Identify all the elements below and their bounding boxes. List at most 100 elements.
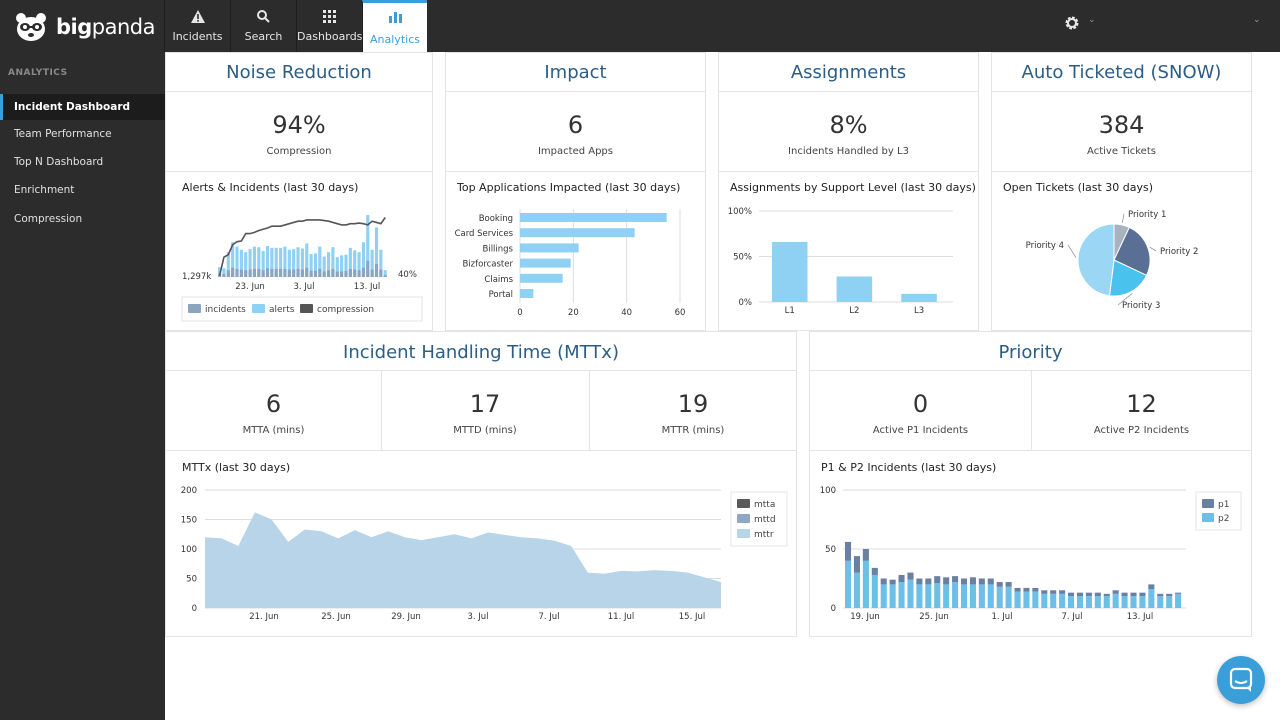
p2-bar xyxy=(1076,596,1084,608)
active-tickets-kpi: 384 xyxy=(1098,111,1145,139)
alerts-bar xyxy=(331,247,335,277)
alerts-bar xyxy=(374,227,379,277)
y-tick-label: 0 xyxy=(192,604,197,614)
panel-title: Priority xyxy=(998,342,1063,363)
sidebar-item-enrichment[interactable]: Enrichment xyxy=(14,184,75,196)
logo[interactable]: bigpanda xyxy=(14,10,155,44)
incidents-bar xyxy=(326,270,331,277)
p1-bar xyxy=(1032,587,1039,592)
pie-leader-line xyxy=(1121,213,1125,223)
x-tick-label: 20 xyxy=(568,308,579,318)
pie-leader-line xyxy=(1067,244,1077,258)
chevron-down-icon[interactable]: ⌄ xyxy=(1088,15,1096,25)
x-tick-label: 23. Jun xyxy=(235,282,265,292)
open-tickets-pie-chart: Priority 1 Priority 2 Priority 3 Priority 4 xyxy=(1026,210,1199,311)
legend-swatch xyxy=(737,514,750,523)
p2-bar xyxy=(1103,596,1110,608)
incidents-bar xyxy=(370,269,374,277)
tab-search[interactable]: Search xyxy=(230,0,296,52)
alerts-bar xyxy=(318,246,322,277)
incidents-bar xyxy=(374,263,379,277)
p1-bar xyxy=(1068,592,1075,597)
p1-bar xyxy=(925,578,932,585)
p2-bar xyxy=(1050,593,1057,608)
category-label: Billings xyxy=(483,244,514,254)
p1-bar xyxy=(853,556,860,573)
panel-title: Noise Reduction xyxy=(226,62,372,83)
p2-kpi-label: Active P2 Incidents xyxy=(1093,425,1190,436)
pie-label: Priority 3 xyxy=(1122,301,1160,311)
alerts-bar xyxy=(370,249,374,277)
p1-bar xyxy=(1076,592,1084,597)
app-bar xyxy=(520,289,534,298)
alerts-bar xyxy=(274,247,278,277)
p2-bar xyxy=(907,579,914,608)
x-tick-label: 11. Jul xyxy=(608,612,634,622)
y-tick-label: 0% xyxy=(739,298,753,308)
legend-label: mttd xyxy=(754,515,776,525)
sidebar-title: ANALYTICS xyxy=(8,68,68,78)
sidebar-item-team-performance[interactable]: Team Performance xyxy=(14,128,112,140)
right-axis-label: 40% xyxy=(398,270,417,280)
sidebar-item-top-n-dashboard[interactable]: Top N Dashboard xyxy=(14,156,104,168)
incidents-bar xyxy=(361,267,365,277)
alerts-bar xyxy=(239,249,243,277)
alerts-bar xyxy=(270,247,274,277)
tab-dashboards[interactable]: Dashboards xyxy=(296,0,362,52)
legend-swatch xyxy=(300,304,313,313)
p1-bar xyxy=(1041,590,1048,594)
chat-button[interactable] xyxy=(1217,656,1265,704)
tab-incidents[interactable]: Incidents xyxy=(164,0,230,52)
alerts-bar xyxy=(357,252,361,277)
p2-bar xyxy=(952,582,959,608)
y-tick-label: 150 xyxy=(181,516,197,526)
p1-bar xyxy=(952,576,959,583)
x-tick-label: 1. Jul xyxy=(991,612,1012,622)
assignments-panel: Assignments 8% Incidents Handled by L3 A… xyxy=(718,52,979,331)
p2-bar xyxy=(978,584,985,608)
gear-icon[interactable] xyxy=(1064,15,1080,35)
chevron-down-icon[interactable]: ⌄ xyxy=(1253,15,1261,25)
alerts-bar xyxy=(313,253,318,277)
mtta-kpi: 6 xyxy=(265,390,282,418)
incidents-bar xyxy=(226,270,230,277)
sidebar-item-incident-dashboard[interactable]: Incident Dashboard xyxy=(0,94,165,120)
priority-panel: Priority 0 Active P1 Incidents 12 Active… xyxy=(809,331,1252,637)
legend-swatch xyxy=(737,499,750,508)
legend-label: alerts xyxy=(269,305,295,315)
x-tick-label: 25. Jun xyxy=(919,612,949,622)
tab-analytics[interactable]: Analytics xyxy=(362,0,427,52)
p2-bar xyxy=(871,574,878,608)
alerts-bar xyxy=(344,254,348,277)
alerts-bar xyxy=(257,247,261,277)
compression-kpi-label: Compression xyxy=(266,146,332,157)
p1-bar xyxy=(969,577,976,585)
alerts-bar xyxy=(305,243,309,277)
alerts-bar xyxy=(326,252,331,277)
p1-bar xyxy=(907,572,914,580)
p1-bar xyxy=(889,579,896,585)
p2-kpi: 12 xyxy=(1126,390,1157,418)
mttx-area-chart: 0 50 100 150 200 21. Jun 25. Jun 29. Jun 3. Jul 7… xyxy=(181,486,788,622)
incidents-bar xyxy=(231,267,235,277)
p2-bar xyxy=(960,584,968,608)
top-applications-chart: 0 20 40 60 Booking Card Services Billings Bizfo… xyxy=(455,209,685,318)
p2-bar xyxy=(889,584,896,608)
y-tick-label: 50 xyxy=(186,575,197,585)
p2-bar xyxy=(916,584,923,608)
impacted-apps-kpi: 6 xyxy=(567,111,584,139)
alerts-bar xyxy=(244,252,248,277)
p2-bar xyxy=(1068,596,1075,608)
category-label: Booking xyxy=(479,214,513,224)
p1-bar xyxy=(978,578,985,585)
alerts-bar xyxy=(235,246,239,277)
p2-bar xyxy=(1041,593,1048,608)
pie-label: Priority 4 xyxy=(1026,241,1064,251)
pie-leader-line xyxy=(1149,246,1157,252)
p1-bar xyxy=(1148,584,1155,590)
legend-label: incidents xyxy=(205,305,246,315)
p1-bar xyxy=(987,578,994,585)
alerts-bar xyxy=(366,215,370,277)
sidebar-item-compression[interactable]: Compression xyxy=(14,213,83,225)
pie-label: Priority 2 xyxy=(1160,247,1198,257)
